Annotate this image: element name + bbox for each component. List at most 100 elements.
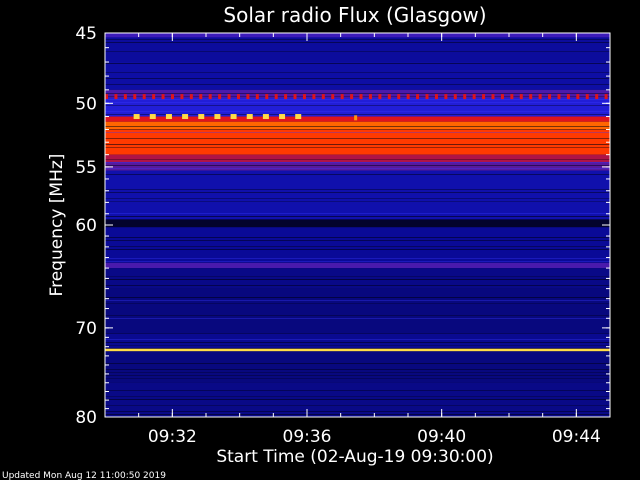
pulse-mark	[416, 94, 420, 100]
y-tick-label: 60	[75, 216, 97, 236]
channel-line	[105, 237, 610, 238]
pulse-mark	[425, 94, 429, 100]
channel-line	[105, 192, 610, 193]
pulse-mark	[302, 94, 306, 100]
frequency-band	[105, 37, 610, 63]
pulse-mark	[472, 94, 476, 100]
channel-line	[105, 189, 610, 190]
pulse-mark	[152, 94, 156, 100]
channel-line	[105, 390, 610, 391]
frequency-band	[105, 129, 610, 155]
pulse-mark	[538, 94, 542, 100]
channel-line	[105, 129, 610, 130]
pulse-mark	[500, 94, 504, 100]
frequency-band	[105, 97, 610, 117]
channel-line	[105, 201, 610, 202]
updated-timestamp: Updated Mon Aug 12 11:00:50 2019	[2, 471, 166, 480]
channel-line	[105, 396, 610, 397]
channel-line	[105, 102, 610, 103]
pulse-mark	[170, 94, 174, 100]
pulse-mark	[510, 94, 514, 100]
pulse-mark	[279, 114, 286, 120]
pulse-mark	[262, 114, 269, 120]
channel-line	[105, 165, 610, 166]
channel-line	[105, 303, 610, 304]
pulse-mark	[114, 94, 118, 100]
channel-line	[105, 105, 610, 106]
pulse-mark	[444, 94, 448, 100]
pulse-mark	[350, 94, 354, 100]
pulse-mark	[198, 114, 205, 120]
pulse-mark	[595, 94, 599, 100]
channel-line	[105, 285, 610, 286]
pulse-mark	[230, 114, 237, 120]
y-tick-label: 80	[75, 408, 97, 428]
channel-line	[105, 144, 610, 145]
channel-line	[105, 198, 610, 199]
pulse-mark	[246, 94, 250, 100]
pulse-mark	[354, 115, 358, 121]
pulse-mark	[199, 94, 203, 100]
channel-line	[105, 99, 610, 100]
channel-line	[105, 411, 610, 412]
pulse-mark	[406, 94, 410, 100]
x-axis-label: Start Time (02-Aug-19 09:30:00)	[216, 447, 493, 467]
channel-line	[105, 78, 610, 79]
pulse-mark	[321, 94, 325, 100]
pulse-mark	[265, 94, 269, 100]
channel-line	[105, 339, 610, 340]
frequency-band	[105, 348, 610, 352]
frequency-band	[105, 116, 610, 122]
pulse-mark	[180, 94, 184, 100]
pulse-mark	[491, 94, 495, 100]
channel-line	[105, 378, 610, 379]
y-tick-label: 55	[75, 158, 97, 178]
y-tick-label: 50	[75, 94, 97, 114]
channel-line	[105, 147, 610, 148]
pulse-mark	[161, 94, 165, 100]
y-axis-label: Frequency [MHz]	[47, 154, 67, 297]
channel-line	[105, 93, 610, 94]
pulse-mark	[149, 114, 156, 120]
channel-line	[105, 138, 610, 139]
pulse-mark	[434, 94, 438, 100]
channel-line	[105, 414, 610, 415]
spectrogram-bands	[105, 33, 610, 417]
pulse-mark	[123, 94, 127, 100]
channel-line	[105, 300, 610, 301]
pulse-mark	[604, 94, 608, 100]
pulse-mark	[519, 94, 523, 100]
channel-line	[105, 258, 610, 259]
channel-line	[105, 111, 610, 112]
pulse-mark	[295, 114, 302, 120]
pulse-mark	[293, 94, 297, 100]
channel-line	[105, 372, 610, 373]
channel-line	[105, 240, 610, 241]
pulse-mark	[133, 114, 140, 120]
y-tick-label: 45	[75, 24, 97, 44]
pulse-mark	[387, 94, 391, 100]
x-tick-label: 09:36	[283, 427, 332, 447]
x-tick-label: 09:40	[417, 427, 466, 447]
channel-line	[105, 261, 610, 262]
frequency-band	[105, 154, 610, 163]
frequency-band	[105, 262, 610, 269]
x-tick-label: 09:32	[148, 427, 197, 447]
pulse-mark	[105, 94, 108, 100]
channel-line	[105, 51, 610, 52]
frequency-band	[105, 89, 610, 98]
channel-line	[105, 162, 610, 163]
channel-line	[105, 168, 610, 169]
x-axis: 09:32 09:36 09:40 09:44	[104, 33, 611, 447]
frequency-band	[105, 170, 610, 220]
channel-line	[105, 246, 610, 247]
pulse-mark	[236, 94, 240, 100]
channel-line	[105, 63, 610, 64]
pulse-mark	[463, 94, 467, 100]
channel-line	[105, 279, 610, 280]
channel-line	[105, 213, 610, 214]
channel-line	[105, 369, 610, 370]
frequency-band	[105, 288, 610, 333]
frequency-band	[105, 268, 610, 289]
